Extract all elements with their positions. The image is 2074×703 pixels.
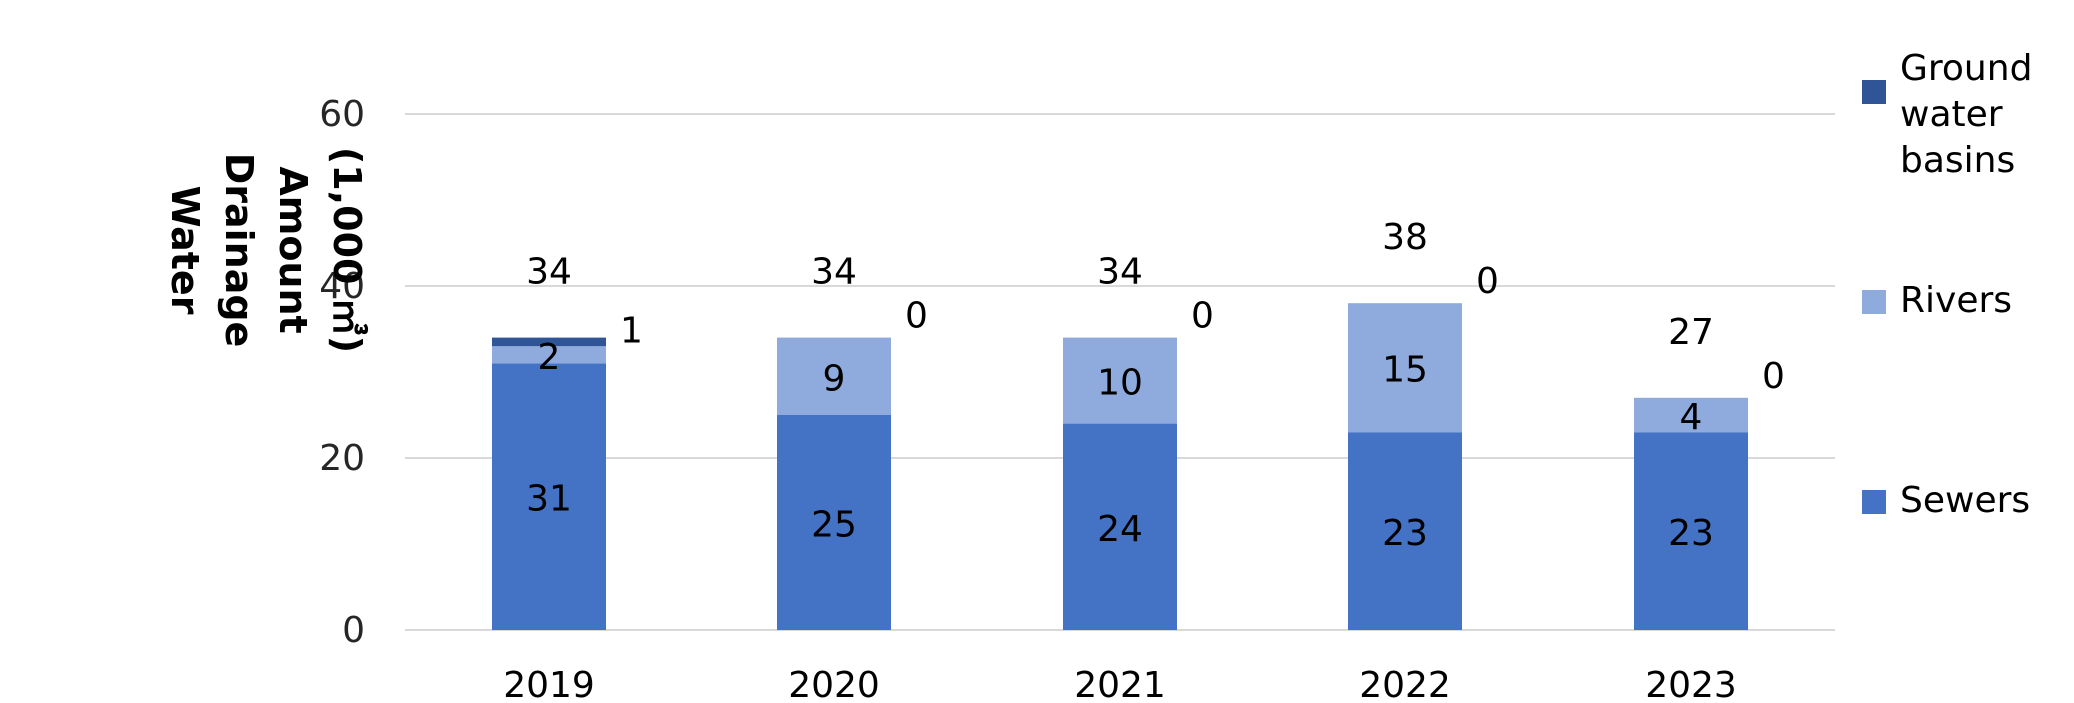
y-axis-label-line: Drainage: [217, 153, 261, 348]
data-label-ground-water-basins: 0: [1762, 356, 1785, 397]
x-tick-label: 2022: [1359, 665, 1451, 699]
y-tick-label: 0: [342, 610, 365, 651]
data-label-ground-water-basins: 0: [905, 296, 928, 337]
bar-segment-sewers: [492, 363, 606, 630]
data-label-sewers: 23: [1668, 513, 1714, 554]
data-labels: 31 2 1 34 25 9 0 34 24 10 0 34 23 15 0 38 23 4 0 27: [526, 217, 1785, 554]
data-label-ground-water-basins: 0: [1476, 261, 1499, 302]
data-label-ground-water-basins: 1: [620, 311, 643, 352]
data-label-rivers: 2: [538, 337, 561, 378]
x-tick-label: 2019: [503, 665, 595, 699]
legend: Ground water basins Rivers Sewers: [1862, 48, 2032, 521]
bar-segment-rivers: [492, 346, 606, 364]
x-tick-label: 2020: [788, 665, 880, 699]
y-axis-label-line: Water: [163, 186, 207, 315]
bar-segment-rivers: [1634, 397, 1748, 433]
bar-segment-sewers: [1634, 432, 1748, 630]
bar-segment-rivers: [777, 337, 891, 415]
y-axis-label-line: Amount: [271, 166, 315, 333]
bar-segment-sewers: [1063, 423, 1177, 630]
data-label-rivers: 4: [1680, 397, 1703, 438]
data-label-rivers: 15: [1382, 350, 1428, 391]
bar-segment-rivers: [1348, 303, 1462, 433]
y-axis-label: Water Drainage Amount (1,000 ㎥): [163, 147, 369, 353]
legend-label-line: Ground: [1900, 48, 2032, 89]
total-label: 34: [526, 252, 572, 293]
legend-marker: [1862, 80, 1886, 104]
x-axis-ticks: 2019 2020 2021 2022 2023: [503, 665, 1737, 703]
data-label-sewers: 31: [526, 479, 572, 520]
legend-label: Rivers: [1900, 280, 2012, 321]
x-tick-label: 2021: [1074, 665, 1166, 699]
y-tick-label: 60: [319, 94, 365, 135]
data-label-ground-water-basins: 0: [1191, 296, 1214, 337]
total-label: 38: [1382, 217, 1428, 258]
x-tick-label: 2023: [1645, 665, 1737, 699]
data-label-sewers: 24: [1097, 509, 1143, 550]
data-label-rivers: 9: [823, 358, 846, 399]
bar-segment-rivers: [1063, 337, 1177, 424]
data-label-rivers: 10: [1097, 363, 1143, 404]
y-tick-label: 40: [319, 266, 365, 307]
data-label-sewers: 25: [811, 505, 857, 546]
bar-segment-sewers: [1348, 432, 1462, 630]
legend-marker: [1862, 490, 1886, 514]
total-label: 27: [1668, 312, 1714, 353]
legend-label-line: water: [1900, 94, 2003, 135]
y-tick-label: 20: [319, 438, 365, 479]
legend-label: Ground water basins: [1900, 48, 2032, 181]
legend-label: Sewers: [1900, 480, 2030, 521]
bars: [492, 303, 1748, 630]
legend-label-line: basins: [1900, 140, 2015, 181]
total-label: 34: [1097, 252, 1143, 293]
total-label: 34: [811, 252, 857, 293]
bar-segment-ground-water-basins: [492, 337, 606, 347]
legend-marker: [1862, 290, 1886, 314]
y-axis-label-line: (1,000 ㎥): [325, 147, 369, 353]
y-axis-title: Water Drainage Amount (1,000 ㎥): [163, 147, 369, 353]
data-label-sewers: 23: [1382, 513, 1428, 554]
bar-segment-sewers: [777, 415, 891, 630]
y-axis-ticks: 0 20 40 60: [319, 94, 365, 651]
